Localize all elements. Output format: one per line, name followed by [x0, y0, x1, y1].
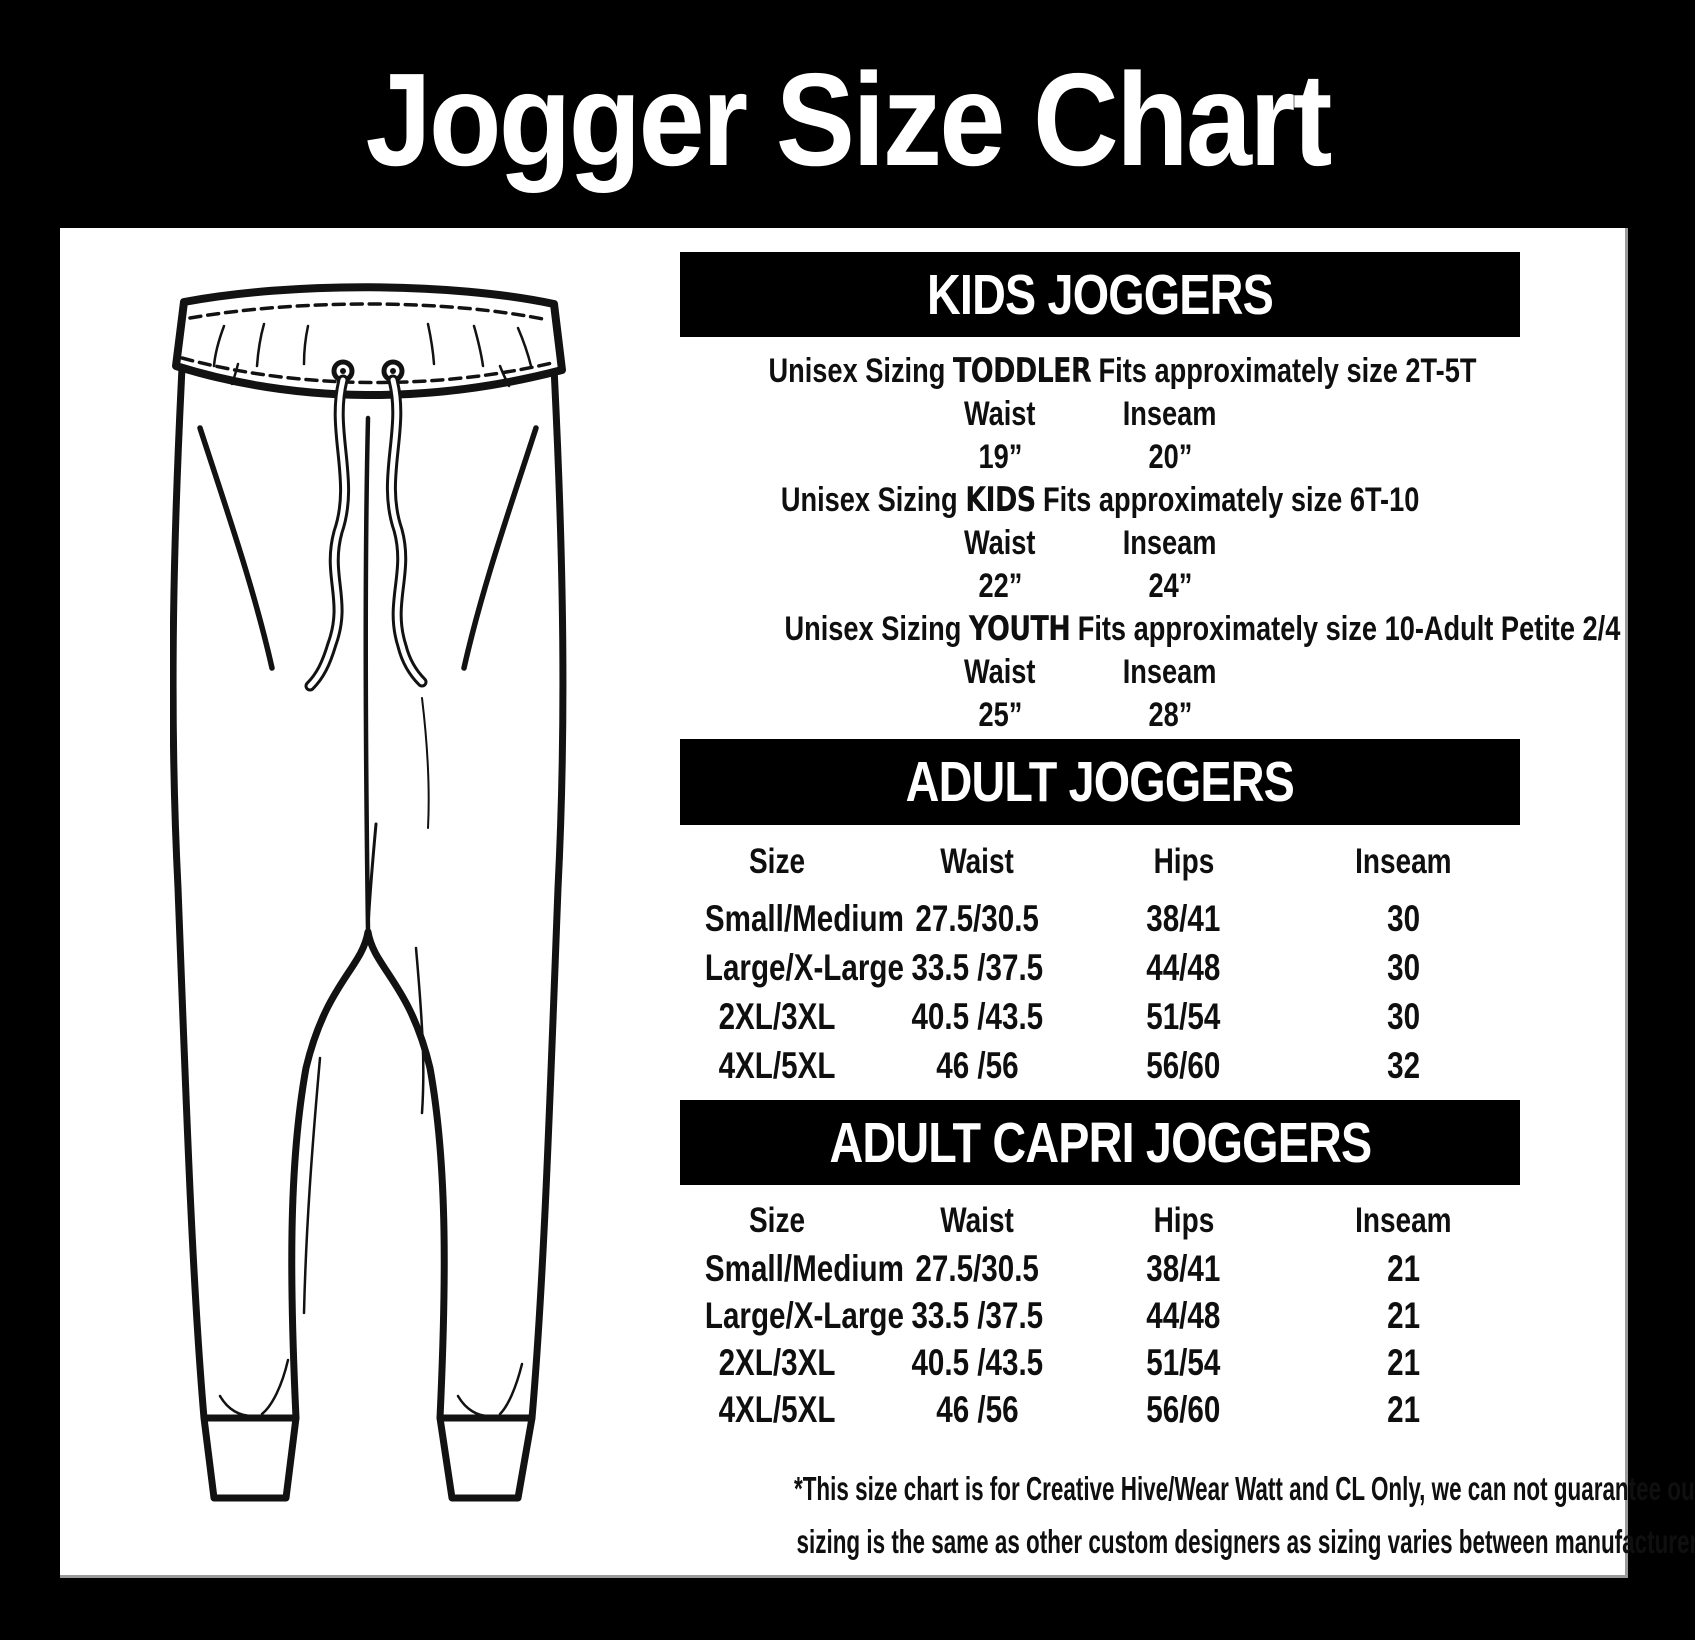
waist-label: Waist [964, 653, 1036, 691]
kids-sizing-block: Unisex Sizing TODDLER Fits approximately… [680, 350, 1621, 737]
adult-capri-joggers-banner-label: ADULT CAPRI JOGGERS [829, 1110, 1372, 1175]
adult-joggers-banner: ADULT JOGGERS [680, 739, 1520, 825]
waist-label: Waist [964, 395, 1036, 433]
content-panel: KIDS JOGGERS Unisex Sizing TODDLER Fits … [60, 228, 1695, 1578]
pants-cuffs [200, 1414, 536, 1502]
waist-label: Waist [964, 524, 1036, 562]
adult-table-header: Size Waist Hips Inseam [680, 840, 1520, 884]
youth-inseam-value: 28” [1148, 696, 1192, 734]
pants-body [170, 364, 567, 1422]
adult-joggers-table: Size Waist Hips Inseam Small/Medium 27.5… [680, 840, 1520, 1090]
table-row: Large/X-Large 33.5 /37.5 44/48 21 [704, 1295, 1420, 1336]
page-title: Jogger Size Chart [365, 45, 1332, 193]
kids-youth-measure-labels: Waist Inseam [915, 651, 1520, 694]
adult-joggers-banner-label: ADULT JOGGERS [905, 750, 1295, 814]
kids-toddler-heading: Unisex Sizing TODDLER Fits approximately… [768, 351, 1477, 391]
youth-waist-value: 25” [978, 696, 1022, 734]
pants-waistband [172, 283, 566, 399]
column-header-inseam: Inseam [1355, 1201, 1452, 1240]
inseam-label: Inseam [1123, 653, 1217, 691]
inseam-label: Inseam [1123, 524, 1217, 562]
table-row: 4XL/5XL 46 /56 56/60 21 [718, 1389, 1420, 1430]
table-row: 2XL/3XL 40.5 /43.5 51/54 30 [718, 996, 1420, 1037]
table-row: Large/X-Large 33.5 /37.5 44/48 30 [704, 947, 1420, 988]
capri-table-header: Size Waist Hips Inseam [680, 1199, 1520, 1243]
disclaimer-line-1: *This size chart is for Creative Hive/We… [793, 1470, 1695, 1507]
column-header-size: Size [748, 1201, 806, 1240]
column-header-inseam: Inseam [1355, 842, 1452, 881]
kids-inseam-value: 24” [1148, 567, 1192, 605]
column-header-hips: Hips [1153, 842, 1214, 881]
kids-toddler-measure-labels: Waist Inseam [915, 393, 1520, 436]
kids-kids-heading: Unisex Sizing KIDS Fits approximately si… [780, 480, 1420, 520]
kids-joggers-banner-label: KIDS JOGGERS [927, 262, 1274, 327]
table-row: 4XL/5XL 46 /56 56/60 32 [718, 1045, 1420, 1086]
kids-kids-measure-values: 22” 24” [915, 565, 1520, 608]
kids-kids-measure-labels: Waist Inseam [915, 522, 1520, 565]
adult-capri-joggers-banner: ADULT CAPRI JOGGERS [680, 1100, 1520, 1185]
jogger-pants-illustration [170, 283, 567, 1502]
table-row: Small/Medium 27.5/30.5 38/41 30 [704, 898, 1420, 939]
title-band: Jogger Size Chart [0, 0, 1695, 228]
kids-youth-measure-values: 25” 28” [915, 694, 1520, 737]
inseam-label: Inseam [1123, 395, 1217, 433]
pants-drawstrings [304, 359, 428, 692]
adult-capri-joggers-table: Size Waist Hips Inseam Small/Medium 27.5… [680, 1199, 1520, 1433]
column-header-waist: Waist [940, 1201, 1014, 1240]
toddler-waist-value: 19” [978, 438, 1022, 476]
disclaimer-line-2: sizing is the same as other custom desig… [796, 1523, 1695, 1560]
toddler-inseam-value: 20” [1148, 438, 1192, 476]
table-row: Small/Medium 27.5/30.5 38/41 21 [704, 1248, 1420, 1289]
disclaimer: *This size chart is for Creative Hive/We… [580, 1462, 1695, 1568]
column-header-hips: Hips [1153, 1201, 1214, 1240]
kids-waist-value: 22” [978, 567, 1022, 605]
column-header-size: Size [748, 842, 806, 881]
kids-youth-heading: Unisex Sizing YOUTH Fits approximately s… [784, 609, 1621, 649]
column-header-waist: Waist [940, 842, 1014, 881]
kids-toddler-measure-values: 19” 20” [915, 436, 1520, 479]
kids-joggers-banner: KIDS JOGGERS [680, 252, 1520, 337]
table-row: 2XL/3XL 40.5 /43.5 51/54 21 [718, 1342, 1420, 1383]
